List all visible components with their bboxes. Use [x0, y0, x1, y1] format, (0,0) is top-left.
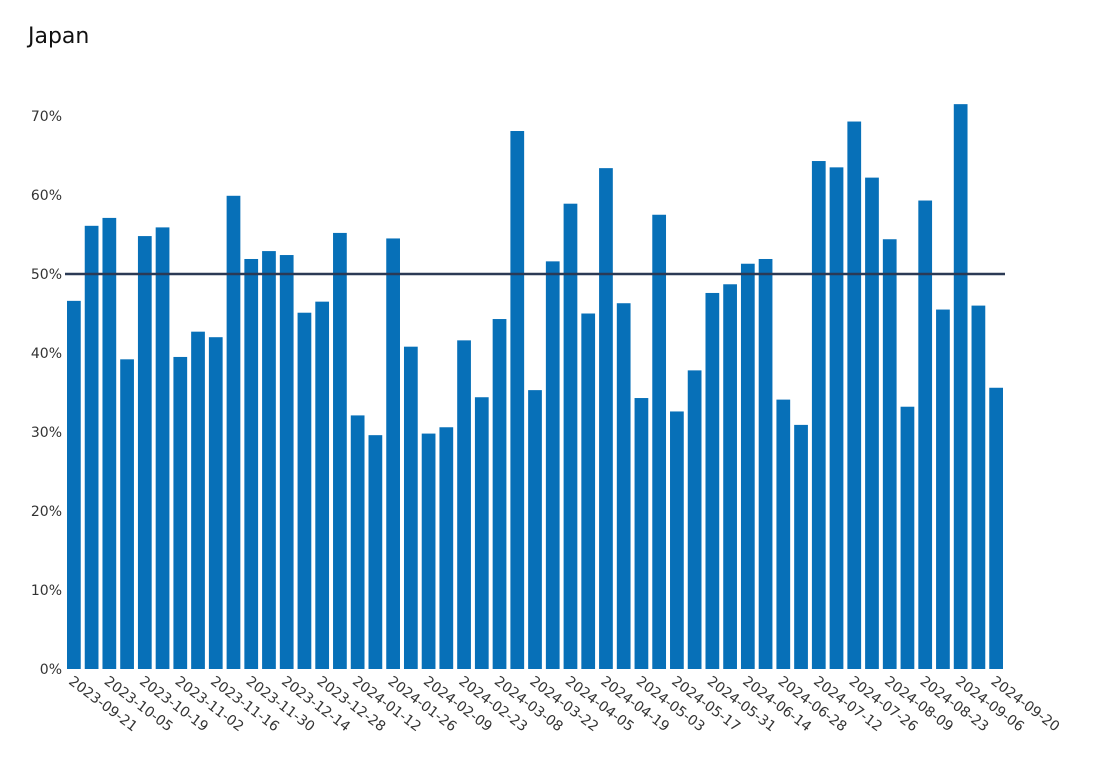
y-axis: 0% 10% 20% 30% 40% 50% 60% 70% — [31, 109, 62, 678]
bar[interactable] — [297, 312, 312, 669]
chart-title: Japan — [28, 24, 90, 49]
bar[interactable] — [492, 319, 507, 669]
bar[interactable] — [155, 227, 170, 669]
bar[interactable] — [262, 251, 276, 669]
x-axis: 2023-09-212023-10-052023-10-192023-11-02… — [65, 673, 1062, 735]
bar[interactable] — [882, 239, 897, 670]
bar[interactable] — [989, 387, 1003, 669]
bar[interactable] — [510, 131, 525, 669]
bar[interactable] — [687, 370, 702, 669]
bar[interactable] — [457, 340, 471, 669]
bar[interactable] — [953, 104, 968, 669]
bar[interactable] — [528, 390, 542, 669]
bar[interactable] — [208, 337, 223, 669]
y-tick-label: 40% — [31, 346, 62, 362]
bar[interactable] — [794, 424, 808, 669]
y-tick-label: 50% — [31, 267, 62, 283]
bar[interactable] — [333, 232, 347, 670]
bar[interactable] — [670, 411, 684, 669]
bar[interactable] — [847, 121, 862, 669]
bar[interactable] — [705, 292, 720, 669]
bar[interactable] — [740, 263, 755, 669]
bar[interactable] — [723, 284, 737, 669]
y-tick-label: 10% — [31, 583, 62, 599]
bar[interactable] — [545, 261, 560, 669]
bar[interactable] — [563, 203, 578, 669]
bars-group — [67, 104, 1003, 670]
y-tick-label: 30% — [31, 425, 62, 441]
bar[interactable] — [386, 238, 400, 669]
bar[interactable] — [173, 356, 188, 669]
bar[interactable] — [634, 398, 649, 669]
bar[interactable] — [403, 346, 418, 669]
bar[interactable] — [439, 427, 454, 669]
bar[interactable] — [315, 301, 330, 669]
bar[interactable] — [67, 300, 81, 669]
bar[interactable] — [191, 331, 205, 669]
bar[interactable] — [120, 359, 134, 669]
bar[interactable] — [971, 305, 986, 669]
bar[interactable] — [244, 258, 259, 669]
bar[interactable] — [474, 397, 489, 669]
bar[interactable] — [226, 195, 241, 670]
bar[interactable] — [776, 399, 791, 669]
bar[interactable] — [599, 168, 613, 669]
bar[interactable] — [616, 303, 631, 669]
bar[interactable] — [865, 177, 879, 669]
bar[interactable] — [350, 415, 365, 669]
bar[interactable] — [936, 309, 950, 669]
y-tick-label: 70% — [31, 109, 62, 125]
bar[interactable] — [102, 217, 117, 669]
y-tick-label: 60% — [31, 188, 62, 204]
y-tick-label: 20% — [31, 504, 62, 520]
bar[interactable] — [581, 313, 596, 670]
bar[interactable] — [918, 200, 933, 669]
bar[interactable] — [137, 236, 152, 669]
bar[interactable] — [811, 161, 826, 669]
bar[interactable] — [652, 214, 667, 669]
bar[interactable] — [829, 167, 844, 669]
bar[interactable] — [900, 406, 915, 669]
bar[interactable] — [368, 435, 383, 669]
bar[interactable] — [758, 258, 773, 669]
bar[interactable] — [84, 225, 99, 669]
y-tick-label: 0% — [40, 662, 62, 678]
bar[interactable] — [279, 255, 294, 670]
bar[interactable] — [421, 433, 436, 669]
